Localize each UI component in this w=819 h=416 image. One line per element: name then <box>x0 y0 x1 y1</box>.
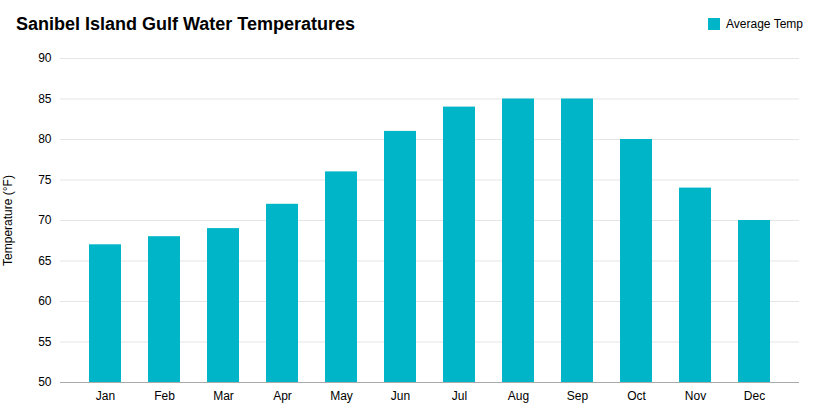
svg-text:Jul: Jul <box>452 389 467 403</box>
html-text:Average Temp: Average Temp <box>726 17 803 31</box>
svg-text:Mar: Mar <box>213 389 234 403</box>
svg-text:Sep: Sep <box>567 389 589 403</box>
svg-text:50: 50 <box>38 375 52 389</box>
svg-text:Jun: Jun <box>391 389 410 403</box>
svg-text:85: 85 <box>38 92 52 106</box>
svg-text:80: 80 <box>38 132 52 146</box>
svg-text:Nov: Nov <box>685 389 706 403</box>
svg-text:Apr: Apr <box>273 389 292 403</box>
html-text:Sanibel Island Gulf Water Temp: Sanibel Island Gulf Water Temperatures <box>16 13 356 34</box>
svg-text:Dec: Dec <box>744 389 765 403</box>
svg-text:May: May <box>330 389 353 403</box>
svg-text:65: 65 <box>38 254 52 268</box>
svg-text:75: 75 <box>38 173 52 187</box>
svg-text:Jan: Jan <box>96 389 115 403</box>
svg-text:Oct: Oct <box>627 389 646 403</box>
svg-text:90: 90 <box>38 51 52 65</box>
svg-text:55: 55 <box>38 335 52 349</box>
svg-text:Temperature (°F): Temperature (°F) <box>1 175 15 266</box>
svg-text:60: 60 <box>38 294 52 308</box>
svg-text:70: 70 <box>38 213 52 227</box>
svg-text:Aug: Aug <box>508 389 529 403</box>
svg-text:Feb: Feb <box>154 389 175 403</box>
